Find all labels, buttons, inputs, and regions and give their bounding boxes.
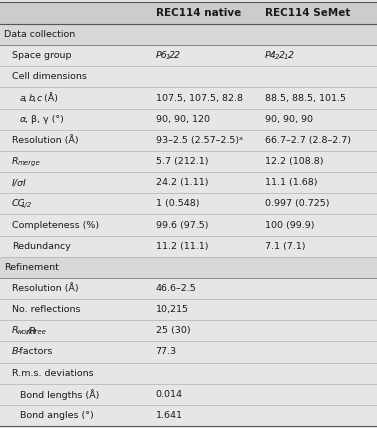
Text: -factors: -factors bbox=[17, 348, 54, 357]
Bar bbox=[0, 24, 377, 45]
Text: 88.5, 88.5, 101.5: 88.5, 88.5, 101.5 bbox=[265, 94, 346, 103]
Text: 7.1 (7.1): 7.1 (7.1) bbox=[265, 242, 305, 251]
Bar bbox=[0, 320, 377, 342]
Text: c: c bbox=[37, 94, 42, 103]
Text: 90, 90, 120: 90, 90, 120 bbox=[156, 115, 210, 124]
Bar bbox=[0, 45, 377, 66]
Text: free: free bbox=[32, 329, 46, 335]
Text: 93–2.5 (2.57–2.5)ᵃ: 93–2.5 (2.57–2.5)ᵃ bbox=[156, 136, 242, 145]
Text: work: work bbox=[17, 329, 34, 335]
Bar bbox=[0, 87, 377, 109]
Text: α: α bbox=[20, 115, 26, 124]
Text: Refinement: Refinement bbox=[4, 263, 59, 272]
Text: 2: 2 bbox=[279, 51, 285, 60]
Bar bbox=[0, 278, 377, 299]
Text: R.m.s. deviations: R.m.s. deviations bbox=[12, 369, 93, 377]
Text: 10,215: 10,215 bbox=[156, 305, 188, 314]
Text: Bond angles (°): Bond angles (°) bbox=[20, 411, 94, 420]
Text: Cell dimensions: Cell dimensions bbox=[12, 72, 87, 81]
Text: 1 (0.548): 1 (0.548) bbox=[156, 199, 199, 208]
Text: REC114 SeMet: REC114 SeMet bbox=[265, 8, 350, 18]
Bar bbox=[0, 214, 377, 235]
Text: 22: 22 bbox=[169, 51, 181, 60]
Text: ,: , bbox=[25, 94, 31, 103]
Text: merge: merge bbox=[17, 160, 40, 166]
Text: Space group: Space group bbox=[12, 51, 72, 60]
Text: P6: P6 bbox=[156, 51, 167, 60]
Bar bbox=[0, 257, 377, 278]
Bar bbox=[0, 235, 377, 257]
Text: 11.1 (1.68): 11.1 (1.68) bbox=[265, 178, 317, 187]
Text: Completeness (%): Completeness (%) bbox=[12, 220, 99, 229]
Text: 11.2 (11.1): 11.2 (11.1) bbox=[156, 242, 208, 251]
Text: 2: 2 bbox=[288, 51, 294, 60]
Text: R: R bbox=[12, 157, 18, 166]
Text: 24.2 (1.11): 24.2 (1.11) bbox=[156, 178, 208, 187]
Text: 12.2 (108.8): 12.2 (108.8) bbox=[265, 157, 323, 166]
Text: 100 (99.9): 100 (99.9) bbox=[265, 220, 314, 229]
Text: 1: 1 bbox=[165, 54, 170, 60]
Text: 5.7 (212.1): 5.7 (212.1) bbox=[156, 157, 208, 166]
Text: Bond lengths (Å): Bond lengths (Å) bbox=[20, 389, 100, 400]
Text: b: b bbox=[29, 94, 35, 103]
Text: , β, γ (°): , β, γ (°) bbox=[25, 115, 64, 124]
Text: CC: CC bbox=[12, 199, 25, 208]
Bar bbox=[0, 151, 377, 172]
Bar bbox=[0, 193, 377, 214]
Bar bbox=[0, 342, 377, 363]
Text: 107.5, 107.5, 82.8: 107.5, 107.5, 82.8 bbox=[156, 94, 243, 103]
Text: 46.6–2.5: 46.6–2.5 bbox=[156, 284, 196, 293]
Bar bbox=[0, 172, 377, 193]
Text: Data collection: Data collection bbox=[4, 30, 75, 39]
Text: B: B bbox=[12, 348, 18, 357]
Bar bbox=[0, 405, 377, 426]
Text: P4: P4 bbox=[265, 51, 277, 60]
Text: R: R bbox=[12, 326, 18, 335]
Text: No. reflections: No. reflections bbox=[12, 305, 81, 314]
Text: ,: , bbox=[33, 94, 39, 103]
Bar bbox=[0, 363, 377, 383]
Text: REC114 native: REC114 native bbox=[156, 8, 241, 18]
Text: I/σI: I/σI bbox=[12, 178, 27, 187]
Text: Redundancy: Redundancy bbox=[12, 242, 71, 251]
Text: 99.6 (97.5): 99.6 (97.5) bbox=[156, 220, 208, 229]
Text: 77.3: 77.3 bbox=[156, 348, 177, 357]
Bar bbox=[0, 109, 377, 130]
Bar bbox=[0, 299, 377, 320]
Text: 0.997 (0.725): 0.997 (0.725) bbox=[265, 199, 329, 208]
Text: 0.014: 0.014 bbox=[156, 390, 183, 399]
Text: Resolution (Å): Resolution (Å) bbox=[12, 283, 79, 294]
Text: (Å): (Å) bbox=[41, 93, 58, 103]
Text: a: a bbox=[20, 94, 26, 103]
Text: 1/2: 1/2 bbox=[20, 202, 32, 208]
Text: /R: /R bbox=[26, 326, 36, 335]
Text: 66.7–2.7 (2.8–2.7): 66.7–2.7 (2.8–2.7) bbox=[265, 136, 351, 145]
Text: 2: 2 bbox=[274, 54, 279, 60]
Bar bbox=[0, 2, 377, 24]
Text: 1: 1 bbox=[284, 54, 288, 60]
Bar bbox=[0, 383, 377, 405]
Bar bbox=[0, 66, 377, 87]
Text: 1.641: 1.641 bbox=[156, 411, 183, 420]
Text: 25 (30): 25 (30) bbox=[156, 326, 190, 335]
Bar bbox=[0, 130, 377, 151]
Text: 90, 90, 90: 90, 90, 90 bbox=[265, 115, 313, 124]
Text: Resolution (Å): Resolution (Å) bbox=[12, 135, 79, 145]
